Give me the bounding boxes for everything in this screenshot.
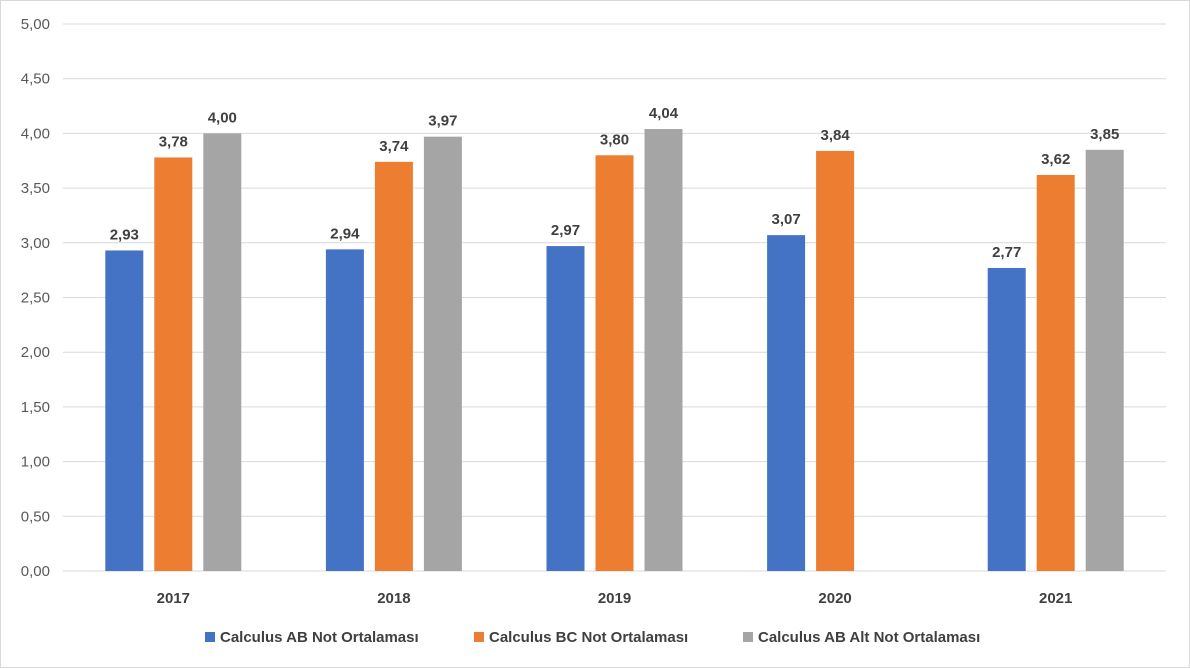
data-label: 3,74 [379, 138, 409, 155]
y-tick-label: 4,50 [21, 71, 50, 88]
legend: Calculus AB Not Ortalaması Calculus BC No… [205, 629, 980, 646]
bar-3-2018 [423, 136, 462, 571]
x-category-label: 2019 [598, 590, 631, 607]
x-axis-categories: 2017 2018 2019 2020 2021 [157, 590, 1073, 607]
x-category-label: 2018 [377, 590, 410, 607]
legend-label: Calculus AB Not Ortalaması [220, 629, 419, 646]
bar-1-2017 [105, 250, 144, 571]
data-label: 3,97 [428, 113, 457, 130]
y-tick-label: 0,50 [21, 508, 50, 525]
y-tick-label: 5,00 [21, 16, 50, 33]
bar-1-2019 [546, 246, 585, 571]
bar-3-2019 [644, 129, 683, 572]
x-category-label: 2021 [1039, 590, 1072, 607]
y-tick-label: 1,50 [21, 399, 50, 416]
y-tick-label: 1,00 [21, 454, 50, 471]
bar-2-2017 [154, 157, 193, 571]
data-label: 2,97 [551, 222, 580, 239]
bar-1-2020 [767, 235, 806, 571]
legend-label: Calculus BC Not Ortalaması [489, 629, 688, 646]
bar-2-2020 [816, 150, 855, 572]
bar-2-2021 [1036, 174, 1075, 572]
data-label: 3,85 [1090, 126, 1119, 143]
legend-swatch [474, 632, 484, 642]
data-label: 3,80 [600, 131, 629, 148]
bar-3-2021 [1085, 149, 1124, 571]
data-label: 4,00 [208, 109, 237, 126]
data-label: 2,94 [330, 225, 360, 242]
y-tick-label: 2,00 [21, 344, 50, 361]
legend-label: Calculus AB Alt Not Ortalaması [758, 629, 980, 646]
data-labels: 2,93 3,78 4,00 2,94 3,74 3,97 2,97 3,80 4,04 3,07… [110, 105, 1120, 261]
bar-2-2018 [374, 161, 413, 571]
bar-1-2018 [325, 249, 364, 571]
data-label: 4,04 [649, 105, 679, 122]
data-label: 2,77 [992, 244, 1021, 261]
y-axis-ticks: 0,00 0,50 1,00 1,50 2,00 2,50 3,00 3,50 4,00 4,50… [21, 16, 50, 580]
legend-swatch [205, 632, 215, 642]
data-label: 3,62 [1041, 151, 1070, 168]
bar-2-2019 [595, 155, 634, 571]
x-category-label: 2017 [157, 590, 190, 607]
bar-3-2017 [203, 133, 242, 571]
y-tick-label: 3,50 [21, 180, 50, 197]
y-tick-label: 0,00 [21, 563, 50, 580]
data-label: 2,93 [110, 226, 139, 243]
y-tick-label: 4,00 [21, 125, 50, 142]
data-label: 3,07 [771, 211, 800, 228]
x-category-label: 2020 [818, 590, 851, 607]
legend-swatch [743, 632, 753, 642]
data-label: 3,78 [159, 133, 188, 150]
bar-1-2021 [987, 267, 1026, 571]
bars [105, 129, 1124, 572]
data-label: 3,84 [820, 127, 850, 144]
y-tick-label: 2,50 [21, 290, 50, 307]
y-tick-label: 3,00 [21, 235, 50, 252]
